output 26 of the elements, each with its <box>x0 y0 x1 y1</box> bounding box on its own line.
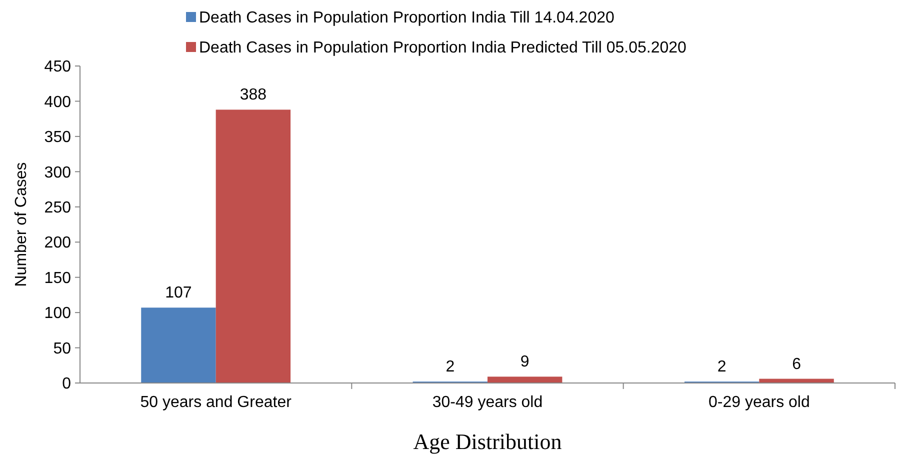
y-tick-label: 100 <box>44 305 72 322</box>
x-axis-title: Age Distribution <box>413 429 562 454</box>
bar <box>488 376 562 383</box>
x-tick-label: 50 years and Greater <box>140 394 292 411</box>
y-tick-label: 200 <box>44 234 72 252</box>
x-tick-label: 30-49 years old <box>432 394 543 411</box>
y-axis-title: Number of Cases <box>13 162 30 287</box>
x-tick-label: 0-29 years old <box>708 394 810 411</box>
data-label: 2 <box>446 358 455 376</box>
legend-label: Death Cases in Population Proportion India Predicted Till 05.05.2020 <box>199 40 687 57</box>
y-tick-label: 300 <box>44 164 72 182</box>
y-tick-label: 400 <box>44 94 72 111</box>
y-tick-label: 350 <box>44 129 72 146</box>
y-tick-label: 50 <box>53 340 72 358</box>
data-label: 6 <box>792 356 802 373</box>
data-label: 2 <box>717 358 726 376</box>
bar <box>216 110 291 383</box>
y-tick-label: 450 <box>44 58 72 76</box>
y-tick-label: 250 <box>44 199 72 216</box>
bar <box>141 308 216 383</box>
data-label: 107 <box>165 284 192 302</box>
legend-label: Death Cases in Population Proportion India Till 14.04.2020 <box>199 10 614 27</box>
y-tick-label: 150 <box>44 270 72 287</box>
y-tick-label: 0 <box>62 376 72 393</box>
data-label: 388 <box>240 86 267 104</box>
data-label: 9 <box>520 354 530 371</box>
